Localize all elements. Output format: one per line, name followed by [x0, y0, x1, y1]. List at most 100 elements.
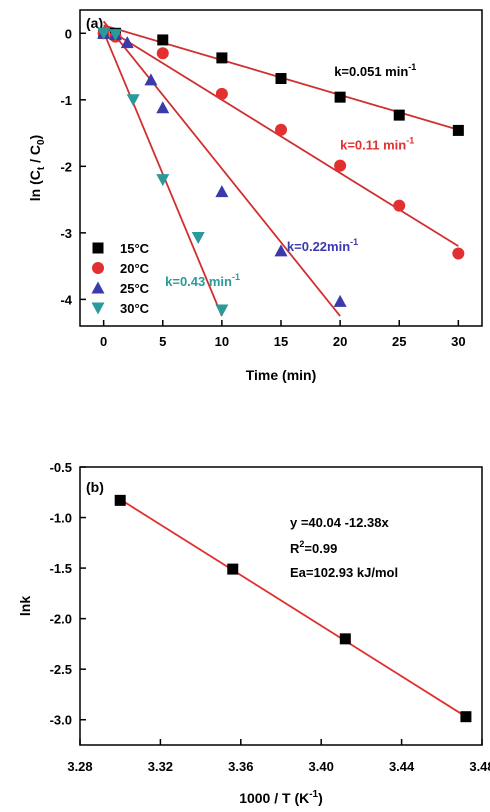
x-axis-title-b-main: 1000 / T (K: [239, 790, 309, 806]
y-tick-label-b: -1.5: [50, 561, 72, 576]
data-point-a: [144, 73, 158, 86]
x-tick-label-a: 5: [159, 334, 166, 349]
legend-marker-a: [92, 242, 104, 254]
x-axis-title-b-end: ): [318, 790, 323, 806]
data-point-b: [114, 494, 126, 506]
x-axis-title-a: Time (min): [246, 367, 317, 383]
data-point-a: [156, 101, 170, 114]
y-tick-label-b: -1.0: [50, 511, 72, 526]
y-axis-title-a-end: ): [27, 135, 43, 140]
data-point-a: [334, 159, 347, 172]
panel-a: (a) 0 5 10 15 20 25 30 0 -1 -2 -3 -4 k=0.051 min-1…: [27, 9, 483, 383]
data-point-a: [157, 34, 169, 46]
y-axis-title-a-mid: / C: [27, 145, 43, 167]
y-axis-title-a-main: ln (C: [27, 170, 43, 201]
y-tick-label-b: -0.5: [50, 460, 72, 475]
legend-label-a: 15°C: [120, 241, 150, 256]
panel-label-a: (a): [86, 15, 103, 31]
rate-annotations-a: k=0.051 min-1 k=0.11 min-1 k=0.22min-1 k=0.…: [165, 62, 416, 289]
legend-label-a: 30°C: [120, 301, 150, 316]
y-tick-label-b: -2.0: [50, 612, 72, 627]
legend-label-a: 20°C: [120, 261, 150, 276]
plot-frame-b: [79, 466, 483, 746]
x-tick-label-a: 20: [333, 334, 347, 349]
data-point-b: [339, 633, 351, 645]
x-tick-label-a: 10: [215, 334, 229, 349]
y-tick-label-a: -4: [60, 292, 72, 307]
y-tick-label-a: 0: [65, 26, 72, 41]
r2-main: R: [290, 541, 300, 556]
x-axis-a: 0 5 10 15 20 25 30: [100, 320, 466, 349]
data-point-a: [156, 174, 170, 187]
x-tick-label-b: 3.28: [67, 759, 92, 774]
legend-marker-a: [92, 262, 104, 274]
data-point-a: [97, 27, 111, 40]
rate-annotation-a: k=0.43 min-1: [165, 272, 240, 289]
legend-label-a: 25°C: [120, 281, 150, 296]
fit-line-b: [119, 498, 467, 718]
data-point-a: [215, 87, 228, 100]
data-point-a: [452, 247, 465, 260]
x-tick-label-b: 3.32: [148, 759, 173, 774]
data-point-a: [275, 123, 287, 136]
fit-lines-b: [119, 498, 467, 718]
x-tick-label-b: 3.44: [389, 759, 415, 774]
y-tick-label-a: -1: [60, 93, 72, 108]
data-point-a: [156, 47, 169, 60]
y-tick-label-a: -3: [60, 226, 72, 241]
y-tick-label-b: -2.5: [50, 662, 72, 677]
rate-annotation-a: k=0.11 min-1: [340, 136, 414, 153]
data-point-a: [215, 304, 229, 317]
data-point-b: [227, 563, 239, 575]
data-point-a: [108, 29, 122, 42]
y-tick-label-b: -3.0: [50, 713, 72, 728]
x-tick-label-a: 15: [274, 334, 288, 349]
data-point-b: [460, 711, 472, 723]
x-tick-label-b: 3.36: [228, 759, 253, 774]
x-axis-b: 3.28 3.32 3.36 3.40 3.44 3.48: [67, 739, 490, 774]
legend-a: 15°C 20°C 25°C 30°C: [91, 241, 150, 316]
plot-frame-a: [79, 9, 483, 327]
y-axis-title-a: ln (Ct / C0): [27, 135, 47, 201]
data-point-a: [452, 124, 464, 136]
data-point-a: [216, 52, 228, 64]
rate-annotation-a: k=0.22min-1: [287, 237, 358, 254]
x-tick-label-b: 3.48: [469, 759, 490, 774]
r2-sup: 2: [299, 539, 304, 549]
y-axis-title-a-sub1: t: [36, 166, 47, 170]
y-tick-label-a: -2: [60, 159, 72, 174]
r2-value: =0.99: [304, 541, 337, 556]
y-axis-a: 0 -1 -2 -3 -4: [60, 26, 86, 307]
rate-annotation-a: k=0.051 min-1: [334, 62, 416, 79]
data-point-a: [334, 91, 346, 103]
data-points-b: [114, 494, 472, 723]
data-point-a: [120, 36, 134, 49]
data-point-a: [215, 185, 229, 198]
data-point-a: [191, 232, 205, 245]
data-points-a: [97, 26, 465, 317]
data-point-a: [274, 244, 288, 257]
x-tick-label-a: 30: [451, 334, 465, 349]
panel-label-b: (b): [86, 479, 104, 495]
x-tick-label-a: 0: [100, 334, 107, 349]
data-point-a: [275, 73, 287, 85]
fit-line-a: [103, 25, 459, 247]
x-axis-title-b-sup: -1: [309, 789, 318, 800]
data-point-a: [333, 294, 347, 307]
fit-line-a: [102, 31, 223, 317]
x-tick-label-b: 3.40: [309, 759, 334, 774]
legend-marker-a: [91, 302, 105, 315]
y-axis-title-b: lnk: [17, 596, 33, 616]
legend-marker-a: [91, 281, 105, 294]
data-point-a: [393, 199, 406, 212]
panel-b: (b) 3.28 3.32 3.36 3.40 3.44 3.48 -0.5 -1.0 -1.…: [17, 460, 490, 806]
x-tick-label-a: 25: [392, 334, 406, 349]
data-point-a: [393, 109, 405, 121]
y-axis-title-a-sub2: 0: [36, 139, 47, 145]
fit-line-a: [102, 20, 341, 317]
r2-annotation: R2=0.99: [290, 539, 337, 556]
data-point-a: [126, 94, 140, 107]
equation-annotation: y =40.04 -12.38x: [290, 515, 389, 530]
x-axis-title-b: 1000 / T (K-1): [239, 789, 323, 806]
